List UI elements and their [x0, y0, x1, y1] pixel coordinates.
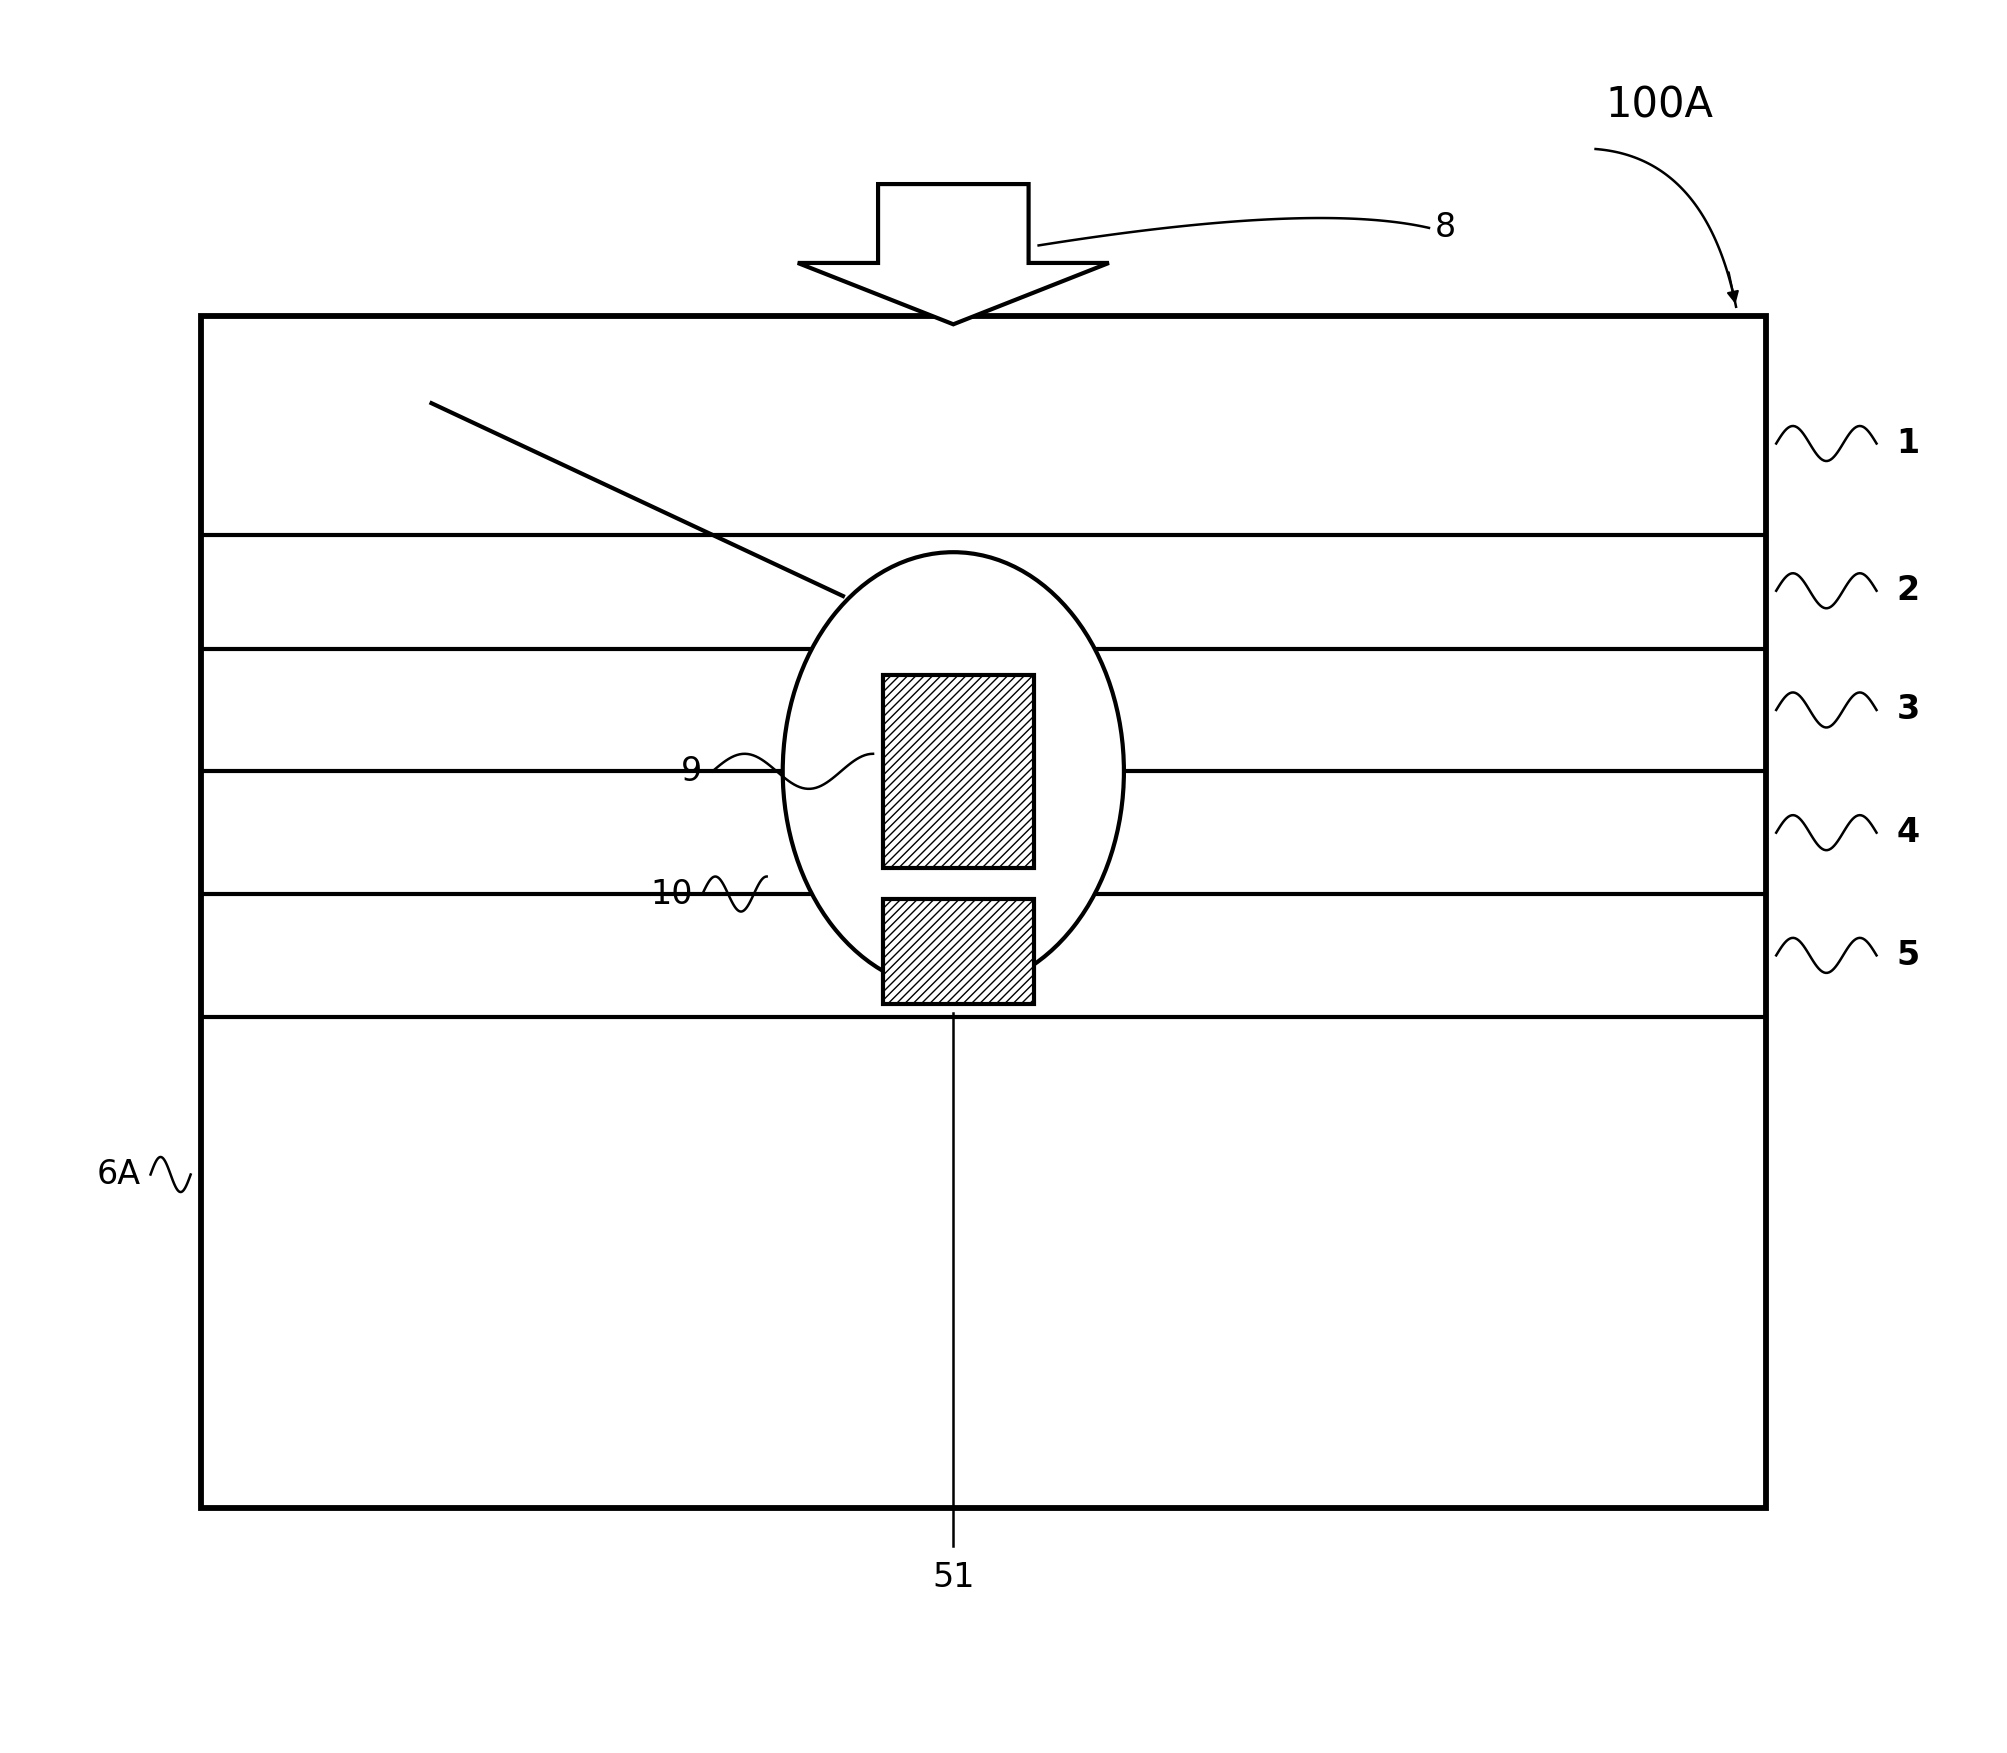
- Text: 8: 8: [1435, 212, 1457, 244]
- Text: 51: 51: [931, 1562, 975, 1593]
- Bar: [883, 675, 1034, 868]
- Text: 2: 2: [1897, 575, 1921, 607]
- Bar: [883, 899, 1034, 1004]
- Text: 6A: 6A: [96, 1159, 140, 1190]
- Text: 10: 10: [650, 878, 692, 910]
- Text: 4: 4: [1897, 817, 1921, 848]
- Text: 3: 3: [1897, 694, 1921, 726]
- Text: 9: 9: [680, 756, 702, 787]
- Polygon shape: [797, 184, 1108, 324]
- Text: 100A: 100A: [1606, 84, 1714, 126]
- Text: 1: 1: [1897, 428, 1921, 459]
- Bar: [201, 316, 1766, 1508]
- Text: 5: 5: [1897, 940, 1921, 971]
- Ellipse shape: [783, 552, 1124, 990]
